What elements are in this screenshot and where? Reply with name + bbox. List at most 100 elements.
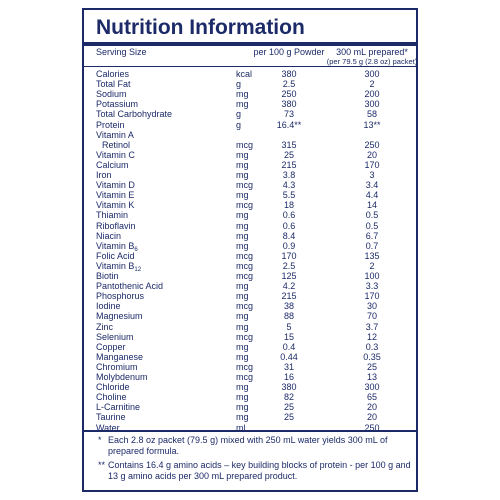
value-per-100g: 0.4: [282, 341, 296, 352]
value-per-300ml: 300: [364, 69, 380, 79]
name-text: Iodine: [96, 301, 121, 312]
nutrient-name: Total Carbohydrate: [96, 109, 172, 119]
footnote-text: Each 2.8 oz packet (79.5 g) mixed with 2…: [108, 435, 388, 456]
value-per-300ml: 170: [364, 291, 380, 302]
name-text: Vitamin E: [96, 190, 135, 201]
unit: mg: [236, 220, 249, 231]
unit: mg: [236, 170, 249, 180]
value-per-300ml: 6.7: [365, 230, 379, 241]
name-text: Magnesium: [96, 311, 143, 322]
value-per-100g: 73: [283, 109, 294, 120]
value-per-100g: 8.4: [282, 230, 296, 241]
name-text: Choline: [96, 392, 127, 403]
value-per-300ml: 3.7: [365, 321, 379, 332]
value-per-100g: 82: [283, 392, 294, 403]
nutrient-name: Magnesium: [96, 311, 143, 321]
thick-rule: [84, 42, 416, 46]
value-per-100g: 25: [283, 149, 294, 160]
nutrient-name: Protein: [96, 120, 125, 130]
unit: mcg: [236, 271, 254, 281]
name-text: Vitamin A: [96, 129, 134, 140]
unit: mg: [236, 392, 249, 403]
value-per-100g: 15: [283, 331, 294, 342]
value-per-100g: 16.4**: [276, 119, 302, 130]
unit: mg: [236, 402, 249, 413]
value-per-300ml: 30: [366, 301, 377, 312]
value-per-100g: 4.3: [282, 180, 296, 191]
value-per-300ml: 14: [366, 200, 377, 211]
name-text: L-Carnitine: [96, 402, 141, 413]
value-per-100g: 380: [281, 99, 297, 110]
nutrient-name: Calcium: [96, 160, 129, 170]
value-per-300ml: 250: [364, 139, 380, 150]
nutrition-panel: Nutrition Information Serving Size per 1…: [82, 8, 418, 492]
value-per-100g: 0.6: [282, 220, 296, 231]
value-per-300ml: 20: [366, 412, 377, 423]
unit: mg: [236, 230, 249, 241]
value-per-100g: 2.5: [282, 260, 296, 271]
footnote-mark: *: [98, 435, 102, 445]
nutrient-name: Choline: [96, 392, 127, 402]
value-per-100g: 2.5: [282, 79, 296, 90]
nutrient-name: Selenium: [96, 332, 134, 342]
name-text: Biotin: [96, 271, 119, 281]
nutrient-name: Zinc: [96, 322, 113, 332]
value-per-300ml: 25: [366, 361, 377, 372]
footnote-mark: **: [98, 460, 106, 470]
nutrient-name: Iodine: [96, 301, 121, 311]
nutrient-name: Molybdenum: [96, 372, 148, 382]
nutrient-name: Vitamin D: [96, 180, 135, 190]
value-per-100g: 3.8: [282, 170, 296, 180]
name-text: Water: [96, 422, 120, 433]
value-per-300ml: 0.3: [365, 341, 379, 352]
nutrient-name: Sodium: [96, 89, 127, 99]
value-per-300ml: 20: [366, 149, 377, 160]
value-per-100g: 31: [283, 361, 294, 372]
subscript: 6: [134, 246, 138, 253]
unit: mg: [236, 210, 249, 221]
unit: mcg: [236, 361, 254, 372]
name-text: Total Fat: [96, 79, 131, 90]
unit: mg: [236, 412, 249, 423]
unit: mcg: [236, 139, 254, 150]
value-per-300ml: 12: [366, 331, 377, 342]
nutrient-name: Vitamin C: [96, 150, 135, 160]
nutrient-name: Biotin: [96, 271, 119, 281]
nutrient-name: Retinol: [102, 140, 130, 150]
unit: mg: [236, 149, 249, 160]
unit: mg: [236, 291, 249, 302]
name-text: Vitamin D: [96, 180, 135, 191]
value-per-300ml: 0.5: [365, 210, 379, 221]
unit: g: [236, 79, 242, 90]
footnote: * Each 2.8 oz packet (79.5 g) mixed with …: [96, 435, 416, 456]
nutrient-name: Iron: [96, 170, 112, 180]
unit: mcg: [236, 301, 254, 312]
nutrient-name: Niacin: [96, 231, 121, 241]
unit: mg: [236, 311, 249, 322]
value-per-300ml: 70: [366, 311, 377, 322]
value-per-300ml: 2: [369, 79, 375, 90]
name-text: Iron: [96, 170, 112, 180]
unit: mg: [236, 321, 249, 332]
value-per-300ml: 3.4: [365, 180, 379, 191]
unit: mg: [236, 240, 249, 251]
nutrient-name: L-Carnitine: [96, 402, 140, 412]
value-per-100g: 125: [281, 271, 297, 281]
unit: g: [236, 119, 242, 130]
value-per-100g: 0.6: [282, 210, 296, 221]
footnote-rule: [84, 430, 416, 432]
name-text: Vitamin C: [96, 149, 135, 160]
nutrient-name: Manganese: [96, 352, 143, 362]
unit: mcg: [236, 372, 254, 382]
value-per-100g: 0.9: [282, 240, 296, 251]
nutrient-name: Riboflavin: [96, 221, 136, 231]
name-text: Niacin: [96, 230, 122, 241]
value-per-100g: 380: [281, 69, 297, 79]
nutrient-name: Vitamin A: [96, 130, 134, 140]
value-per-100g: 25: [283, 402, 294, 413]
value-per-100g: 315: [281, 139, 297, 150]
thin-rule: [84, 66, 416, 67]
name-text: Vitamin B: [96, 260, 135, 271]
unit: mcg: [236, 250, 254, 261]
